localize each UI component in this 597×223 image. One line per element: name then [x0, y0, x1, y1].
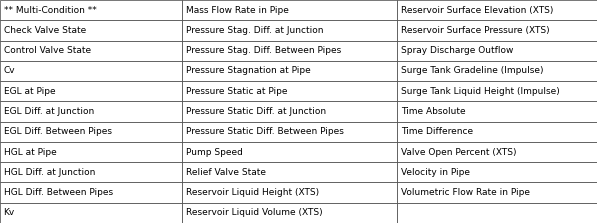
- Bar: [397, 122, 597, 142]
- Bar: [0, 101, 182, 122]
- Bar: [182, 122, 397, 142]
- Text: Cv: Cv: [4, 66, 15, 75]
- Text: Surge Tank Liquid Height (Impulse): Surge Tank Liquid Height (Impulse): [401, 87, 559, 96]
- Text: Pressure Stag. Diff. at Junction: Pressure Stag. Diff. at Junction: [186, 26, 323, 35]
- Bar: [182, 0, 397, 20]
- Bar: [397, 182, 597, 203]
- Bar: [397, 203, 597, 223]
- Bar: [0, 122, 182, 142]
- Bar: [0, 20, 182, 41]
- Bar: [397, 41, 597, 61]
- Bar: [397, 81, 597, 101]
- Text: HGL at Pipe: HGL at Pipe: [4, 148, 56, 157]
- Bar: [182, 182, 397, 203]
- Text: Pressure Static Diff. Between Pipes: Pressure Static Diff. Between Pipes: [186, 127, 343, 136]
- Text: Pump Speed: Pump Speed: [186, 148, 242, 157]
- Text: Reservoir Liquid Volume (XTS): Reservoir Liquid Volume (XTS): [186, 208, 322, 217]
- Text: Relief Valve State: Relief Valve State: [186, 168, 266, 177]
- Bar: [182, 142, 397, 162]
- Text: Reservoir Liquid Height (XTS): Reservoir Liquid Height (XTS): [186, 188, 319, 197]
- Text: EGL at Pipe: EGL at Pipe: [4, 87, 55, 96]
- Text: Check Valve State: Check Valve State: [4, 26, 86, 35]
- Text: Velocity in Pipe: Velocity in Pipe: [401, 168, 470, 177]
- Bar: [0, 203, 182, 223]
- Bar: [397, 0, 597, 20]
- Bar: [182, 41, 397, 61]
- Text: Mass Flow Rate in Pipe: Mass Flow Rate in Pipe: [186, 6, 288, 15]
- Bar: [397, 101, 597, 122]
- Text: Pressure Static at Pipe: Pressure Static at Pipe: [186, 87, 287, 96]
- Bar: [0, 0, 182, 20]
- Text: HGL Diff. at Junction: HGL Diff. at Junction: [4, 168, 95, 177]
- Bar: [0, 41, 182, 61]
- Bar: [182, 101, 397, 122]
- Text: HGL Diff. Between Pipes: HGL Diff. Between Pipes: [4, 188, 113, 197]
- Bar: [182, 203, 397, 223]
- Bar: [397, 162, 597, 182]
- Text: Surge Tank Gradeline (Impulse): Surge Tank Gradeline (Impulse): [401, 66, 543, 75]
- Text: Pressure Stag. Diff. Between Pipes: Pressure Stag. Diff. Between Pipes: [186, 46, 341, 55]
- Bar: [182, 162, 397, 182]
- Text: Reservoir Surface Elevation (XTS): Reservoir Surface Elevation (XTS): [401, 6, 553, 15]
- Text: Pressure Stagnation at Pipe: Pressure Stagnation at Pipe: [186, 66, 310, 75]
- Bar: [0, 61, 182, 81]
- Bar: [0, 162, 182, 182]
- Text: Valve Open Percent (XTS): Valve Open Percent (XTS): [401, 148, 516, 157]
- Bar: [182, 81, 397, 101]
- Text: Spray Discharge Outflow: Spray Discharge Outflow: [401, 46, 513, 55]
- Bar: [397, 20, 597, 41]
- Text: EGL Diff. Between Pipes: EGL Diff. Between Pipes: [4, 127, 112, 136]
- Text: ** Multi-Condition **: ** Multi-Condition **: [4, 6, 96, 15]
- Text: Control Valve State: Control Valve State: [4, 46, 91, 55]
- Bar: [0, 182, 182, 203]
- Text: Time Difference: Time Difference: [401, 127, 473, 136]
- Bar: [0, 142, 182, 162]
- Text: Reservoir Surface Pressure (XTS): Reservoir Surface Pressure (XTS): [401, 26, 549, 35]
- Bar: [182, 61, 397, 81]
- Text: Time Absolute: Time Absolute: [401, 107, 465, 116]
- Bar: [397, 142, 597, 162]
- Text: Kv: Kv: [4, 208, 15, 217]
- Text: Volumetric Flow Rate in Pipe: Volumetric Flow Rate in Pipe: [401, 188, 530, 197]
- Bar: [0, 81, 182, 101]
- Bar: [182, 20, 397, 41]
- Text: Pressure Static Diff. at Junction: Pressure Static Diff. at Junction: [186, 107, 326, 116]
- Bar: [397, 61, 597, 81]
- Text: EGL Diff. at Junction: EGL Diff. at Junction: [4, 107, 94, 116]
